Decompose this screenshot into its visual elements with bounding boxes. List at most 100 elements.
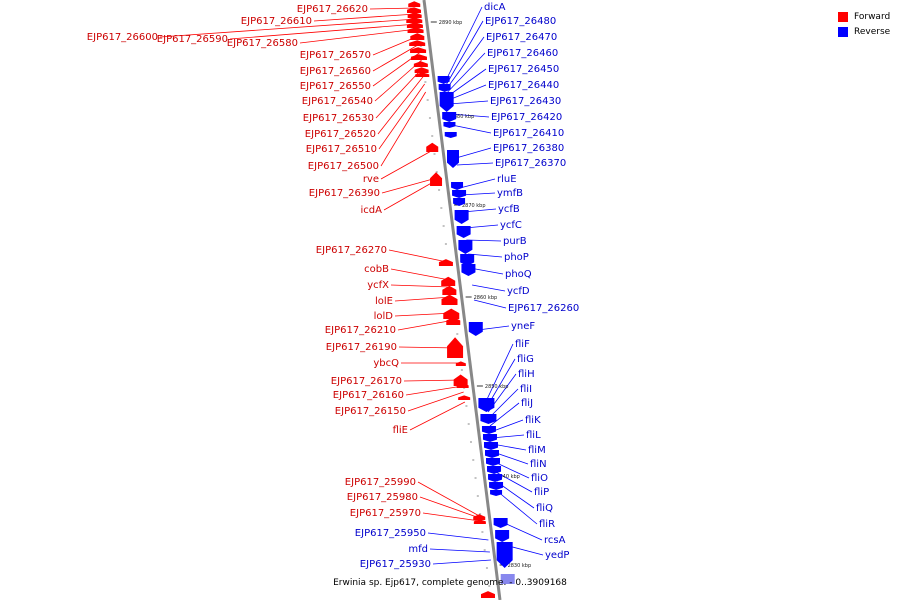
gene-label-forward[interactable]: rve bbox=[363, 174, 379, 185]
gene-reverse-arrow[interactable] bbox=[442, 112, 457, 122]
gene-label-forward[interactable]: EJP617_25970 bbox=[350, 508, 421, 519]
gene-label-forward[interactable]: icdA bbox=[361, 205, 383, 216]
gene-forward-arrow[interactable] bbox=[441, 276, 456, 286]
gene-label-forward[interactable]: EJP617_26540 bbox=[302, 96, 373, 107]
gene-forward-arrow[interactable] bbox=[414, 67, 429, 73]
gene-label-forward[interactable]: EJP617_25980 bbox=[347, 492, 418, 503]
gene-reverse-arrow[interactable] bbox=[461, 264, 476, 276]
gene-label-reverse[interactable]: fliG bbox=[517, 354, 534, 365]
gene-label-reverse[interactable]: phoP bbox=[504, 252, 529, 263]
gene-label-forward[interactable]: EJP617_26270 bbox=[316, 245, 387, 256]
gene-label-reverse[interactable]: yedP bbox=[545, 550, 569, 561]
gene-forward-arrow[interactable] bbox=[480, 591, 495, 598]
gene-label-reverse[interactable]: fliL bbox=[526, 430, 541, 441]
gene-label-forward[interactable]: lolD bbox=[374, 311, 394, 322]
gene-reverse-arrow[interactable] bbox=[486, 458, 501, 466]
gene-reverse-arrow[interactable] bbox=[443, 122, 456, 128]
gene-label-reverse[interactable]: phoQ bbox=[505, 269, 532, 280]
gene-label-forward[interactable]: EJP617_26550 bbox=[300, 81, 371, 92]
gene-forward-arrow[interactable] bbox=[456, 383, 469, 388]
gene-label-forward[interactable]: EJP617_26210 bbox=[325, 325, 396, 336]
gene-label-reverse[interactable]: fliO bbox=[531, 473, 548, 484]
gene-label-reverse[interactable]: ycfD bbox=[507, 286, 530, 297]
gene-reverse-arrow[interactable] bbox=[458, 240, 473, 254]
gene-label-reverse[interactable]: fliK bbox=[525, 415, 541, 426]
gene-label-reverse[interactable]: ycfB bbox=[498, 204, 520, 215]
gene-label-reverse[interactable]: rluE bbox=[497, 174, 517, 185]
gene-reverse-arrow[interactable] bbox=[452, 190, 467, 198]
gene-label-forward[interactable]: EJP617_26500 bbox=[308, 161, 379, 172]
gene-forward-arrow[interactable] bbox=[413, 61, 428, 67]
gene-reverse-arrow[interactable] bbox=[460, 254, 475, 266]
gene-forward-arrow[interactable] bbox=[458, 395, 471, 400]
gene-reverse-arrow[interactable] bbox=[482, 434, 497, 442]
gene-reverse-arrow[interactable] bbox=[483, 442, 498, 450]
gene-label-reverse[interactable]: purB bbox=[503, 236, 527, 247]
gene-label-reverse[interactable]: fliJ bbox=[521, 398, 533, 409]
gene-reverse-arrow[interactable] bbox=[439, 92, 454, 112]
gene-label-reverse[interactable]: yneF bbox=[511, 321, 535, 332]
gene-reverse-arrow[interactable] bbox=[493, 518, 508, 528]
gene-label-reverse[interactable]: fliI bbox=[520, 384, 532, 395]
gene-label-forward[interactable]: EJP617_26150 bbox=[335, 406, 406, 417]
gene-reverse-arrow[interactable] bbox=[451, 182, 464, 190]
gene-reverse-arrow[interactable] bbox=[447, 150, 459, 168]
gene-label-reverse[interactable]: EJP617_26430 bbox=[490, 96, 561, 107]
gene-reverse-arrow[interactable] bbox=[437, 76, 450, 84]
gene-label-forward[interactable]: EJP617_26590 bbox=[157, 34, 228, 45]
gene-reverse-arrow[interactable] bbox=[487, 466, 502, 474]
gene-label-forward[interactable]: EJP617_26170 bbox=[331, 376, 402, 387]
gene-label-forward[interactable]: fliE bbox=[393, 425, 408, 436]
gene-forward-arrow[interactable] bbox=[442, 285, 457, 295]
gene-forward-arrow[interactable] bbox=[406, 22, 423, 28]
gene-label-forward[interactable]: EJP617_26390 bbox=[309, 188, 380, 199]
gene-forward-arrow[interactable] bbox=[455, 361, 466, 366]
gene-label-forward[interactable]: EJP617_25990 bbox=[345, 477, 416, 488]
gene-forward-arrow[interactable] bbox=[441, 294, 458, 305]
gene-reverse-arrow[interactable] bbox=[489, 482, 504, 490]
gene-label-reverse[interactable]: fliH bbox=[518, 369, 535, 380]
gene-label-reverse[interactable]: EJP617_26480 bbox=[485, 16, 556, 27]
gene-label-reverse[interactable]: fliM bbox=[528, 445, 546, 456]
gene-label-reverse[interactable]: EJP617_26380 bbox=[493, 143, 564, 154]
gene-label-forward[interactable]: ybcQ bbox=[373, 358, 399, 369]
gene-forward-arrow[interactable] bbox=[473, 519, 486, 524]
gene-label-forward[interactable]: EJP617_26560 bbox=[300, 66, 371, 77]
gene-label-reverse[interactable]: EJP617_25930 bbox=[360, 559, 431, 570]
gene-label-reverse[interactable]: EJP617_26370 bbox=[495, 158, 566, 169]
gene-reverse-arrow[interactable] bbox=[468, 322, 483, 336]
gene-label-forward[interactable]: EJP617_26610 bbox=[241, 16, 312, 27]
gene-label-reverse[interactable]: fliQ bbox=[536, 503, 553, 514]
gene-forward-arrow[interactable] bbox=[407, 27, 424, 33]
gene-forward-arrow[interactable] bbox=[406, 17, 423, 23]
gene-label-forward[interactable]: EJP617_26520 bbox=[305, 129, 376, 140]
gene-reverse-arrow[interactable] bbox=[478, 398, 495, 412]
gene-reverse-arrow[interactable] bbox=[485, 450, 499, 458]
gene-label-reverse[interactable]: rcsA bbox=[544, 535, 566, 546]
gene-label-forward[interactable]: EJP617_26570 bbox=[300, 50, 371, 61]
gene-label-reverse[interactable]: mfd bbox=[408, 544, 428, 555]
gene-label-reverse[interactable]: EJP617_25950 bbox=[355, 528, 426, 539]
gene-label-forward[interactable]: EJP617_26600 bbox=[87, 32, 158, 43]
gene-reverse-arrow[interactable] bbox=[456, 226, 471, 238]
gene-label-reverse[interactable]: EJP617_26420 bbox=[491, 112, 562, 123]
gene-forward-arrow[interactable] bbox=[446, 316, 461, 325]
gene-forward-arrow[interactable] bbox=[453, 374, 468, 387]
gene-label-forward[interactable]: EJP617_26580 bbox=[227, 38, 298, 49]
gene-label-forward[interactable]: EJP617_26190 bbox=[326, 342, 397, 353]
gene-reverse-arrow[interactable] bbox=[438, 84, 451, 92]
gene-reverse-partial[interactable] bbox=[500, 574, 515, 584]
gene-label-reverse[interactable]: fliP bbox=[534, 487, 549, 498]
gene-forward-arrow[interactable] bbox=[409, 40, 426, 46]
gene-label-reverse[interactable]: ycfC bbox=[500, 220, 522, 231]
gene-label-reverse[interactable]: fliF bbox=[515, 339, 530, 350]
gene-label-forward[interactable]: EJP617_26530 bbox=[303, 113, 374, 124]
gene-label-reverse[interactable]: EJP617_26470 bbox=[486, 32, 557, 43]
gene-reverse-arrow[interactable] bbox=[454, 210, 469, 224]
gene-forward-arrow[interactable] bbox=[410, 47, 427, 53]
gene-forward-arrow[interactable] bbox=[408, 1, 421, 7]
gene-label-reverse[interactable]: EJP617_26440 bbox=[488, 80, 559, 91]
gene-forward-arrow[interactable] bbox=[415, 72, 430, 77]
gene-label-reverse[interactable]: EJP617_26460 bbox=[487, 48, 558, 59]
gene-forward-arrow[interactable] bbox=[426, 142, 439, 152]
